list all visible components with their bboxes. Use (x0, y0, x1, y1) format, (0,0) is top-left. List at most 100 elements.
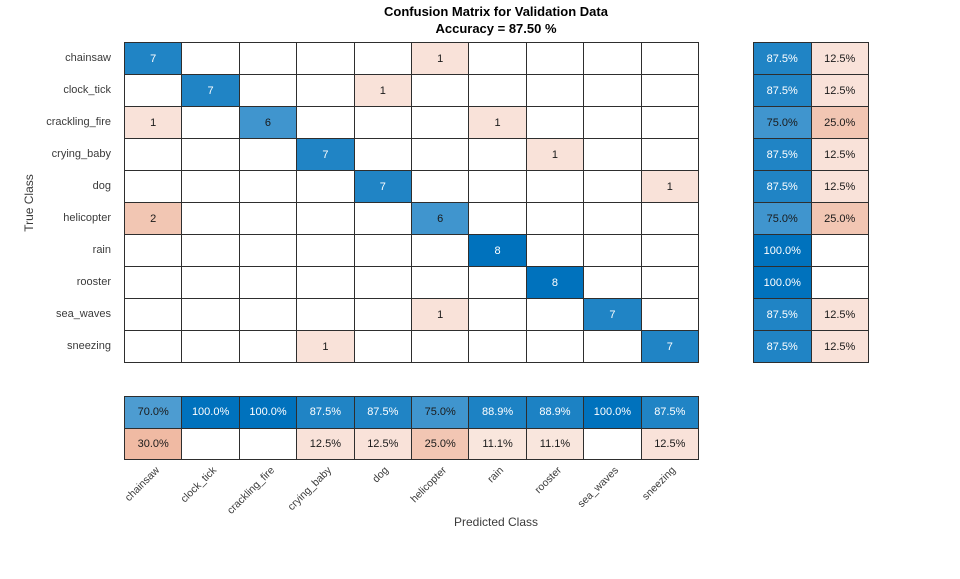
matrix-cell (125, 235, 183, 267)
col-summary-cell: 12.5% (297, 428, 355, 460)
matrix-cell (641, 203, 699, 235)
matrix-cell: 7 (297, 139, 355, 171)
row-summary-cell: 87.5% (754, 43, 812, 75)
matrix-cell (526, 299, 585, 331)
matrix-cell (297, 299, 355, 331)
matrix-cell (641, 107, 699, 139)
row-summary-cell (811, 235, 869, 267)
matrix-cell (239, 235, 298, 267)
matrix-cell (526, 75, 585, 107)
matrix-cell (412, 267, 470, 299)
matrix-cell (526, 43, 585, 75)
matrix-cell (412, 171, 470, 203)
matrix-cell (239, 331, 298, 363)
matrix-cell (469, 171, 527, 203)
matrix-cell (297, 235, 355, 267)
col-summary-cell: 100.0% (239, 397, 298, 429)
matrix-cell (354, 107, 412, 139)
matrix-cell (239, 75, 298, 107)
matrix-cell: 7 (584, 299, 642, 331)
y-tick-label: sneezing (66, 340, 111, 352)
col-summary-cell: 88.9% (469, 397, 527, 429)
col-summary-cell: 100.0% (182, 397, 240, 429)
matrix-cell (297, 75, 355, 107)
matrix-cell: 7 (641, 331, 699, 363)
matrix-cell (182, 299, 240, 331)
matrix-cell (239, 171, 298, 203)
matrix-cell (526, 171, 585, 203)
y-tick-label: clock_tick (63, 84, 111, 96)
matrix-cell (125, 139, 183, 171)
matrix-cell (354, 139, 412, 171)
matrix-cell: 1 (412, 43, 470, 75)
matrix-cell (469, 267, 527, 299)
matrix-cell (641, 43, 699, 75)
col-summary-cell (182, 428, 240, 460)
row-summary-cell: 87.5% (754, 171, 812, 203)
matrix-cell (297, 267, 355, 299)
col-summary-cell: 75.0% (412, 397, 470, 429)
matrix-cell (182, 43, 240, 75)
matrix-cell (584, 139, 642, 171)
col-summary-cell: 30.0% (125, 428, 183, 460)
col-summary-cell: 87.5% (297, 397, 355, 429)
row-summary-cell: 25.0% (811, 203, 869, 235)
matrix-cell (584, 203, 642, 235)
col-summary-cell: 70.0% (125, 397, 183, 429)
row-summary-cell: 75.0% (754, 107, 812, 139)
col-summary-cell: 11.1% (469, 428, 527, 460)
x-axis-label: Predicted Class (453, 515, 539, 529)
matrix-cell (125, 267, 183, 299)
matrix-cell (584, 171, 642, 203)
matrix-cell: 7 (182, 75, 240, 107)
matrix-cell (469, 331, 527, 363)
col-summary-cell: 87.5% (641, 397, 699, 429)
matrix-cell: 7 (354, 171, 412, 203)
row-summary-cell: 12.5% (811, 75, 869, 107)
matrix-cell: 8 (469, 235, 527, 267)
matrix-cell (125, 299, 183, 331)
matrix-cell (297, 107, 355, 139)
matrix-cell: 1 (526, 139, 585, 171)
matrix-cell: 1 (412, 299, 470, 331)
col-summary-cell: 12.5% (641, 428, 699, 460)
row-normalized-summary-grid: 87.5% 12.5% 87.5% 12.5% 75.0% 25.0% 87.5% 12.5%… (753, 42, 869, 363)
matrix-cell (641, 139, 699, 171)
matrix-cell (125, 171, 183, 203)
matrix-cell: 1 (297, 331, 355, 363)
matrix-cell (182, 203, 240, 235)
matrix-cell (469, 139, 527, 171)
matrix-cell (125, 331, 183, 363)
matrix-cell (526, 107, 585, 139)
chart-subtitle: Accuracy = 87.50 % (435, 21, 557, 36)
matrix-cell (412, 235, 470, 267)
matrix-cell (354, 235, 412, 267)
matrix-cell (526, 331, 585, 363)
matrix-cell (354, 43, 412, 75)
matrix-cell: 8 (526, 267, 585, 299)
matrix-cell: 1 (641, 171, 699, 203)
matrix-cell (182, 139, 240, 171)
row-summary-cell: 75.0% (754, 203, 812, 235)
y-tick-label: crackling_fire (46, 116, 111, 128)
matrix-cell (182, 267, 240, 299)
y-tick-label: rain (92, 244, 111, 256)
matrix-cell (584, 331, 642, 363)
row-summary-cell: 87.5% (754, 75, 812, 107)
matrix-cell: 1 (469, 107, 527, 139)
y-tick-label: dog (92, 180, 111, 192)
matrix-cell (641, 235, 699, 267)
matrix-cell (239, 203, 298, 235)
matrix-cell (412, 331, 470, 363)
col-summary-cell: 88.9% (526, 397, 585, 429)
matrix-cell (354, 299, 412, 331)
matrix-cell (526, 235, 585, 267)
col-summary-cell: 100.0% (584, 397, 642, 429)
matrix-cell (239, 43, 298, 75)
column-normalized-summary-grid: 70.0% 100.0% 100.0% 87.5% 87.5% 75.0% 88.9% 88.… (124, 396, 699, 460)
matrix-cell (354, 331, 412, 363)
matrix-cell: 6 (239, 107, 298, 139)
matrix-cell (182, 107, 240, 139)
matrix-cell (182, 235, 240, 267)
matrix-cell: 1 (125, 107, 183, 139)
